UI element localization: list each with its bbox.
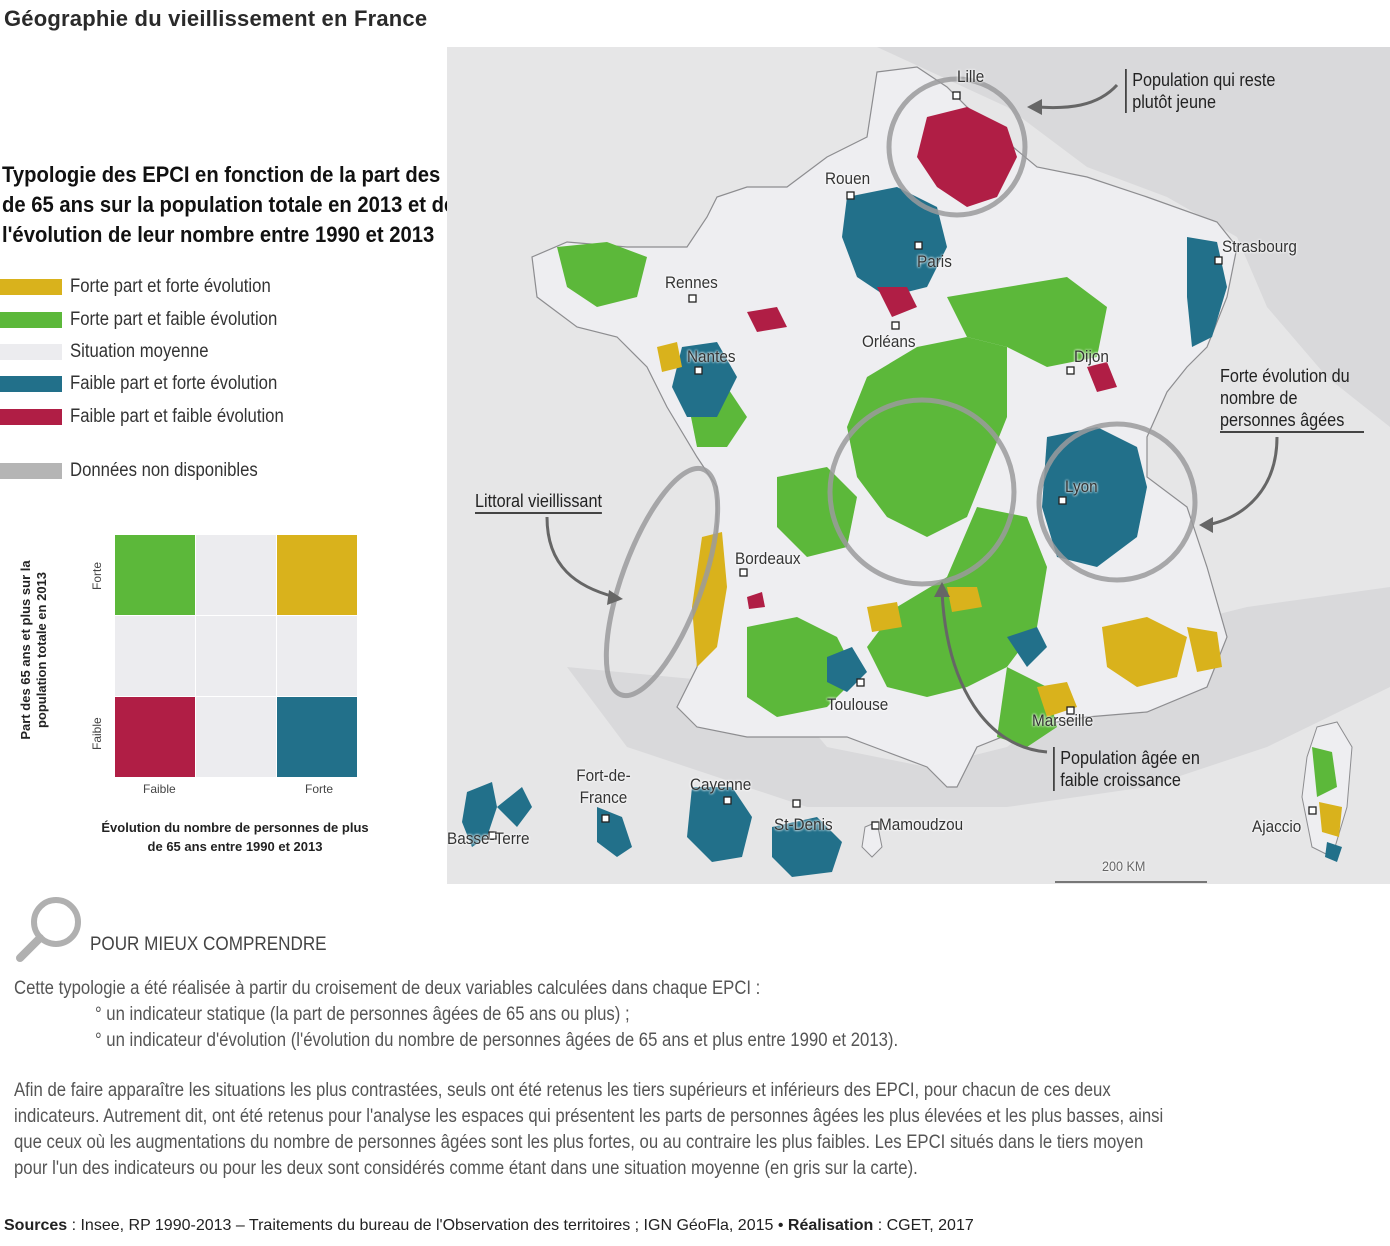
neighbour-land (877, 47, 1390, 427)
annotation-weak-growth: Population âgée en faible croissance (1053, 747, 1231, 791)
arrow-heads (607, 99, 1213, 605)
typology-matrix (115, 535, 357, 778)
legend-swatch-yellow (0, 279, 62, 295)
legend-item: Forte part et forte évolution (0, 276, 298, 298)
legend-swatch-na (0, 463, 62, 479)
city-label-dijon: Dijon (1074, 347, 1109, 366)
matrix-cell-low-high (277, 697, 357, 777)
overseas-label-cayenne: Cayenne (690, 775, 752, 794)
sources-text: : Insee, RP 1990-2013 – Traitements du b… (67, 1217, 788, 1234)
legend-label: Situation moyenne (70, 341, 209, 362)
matrix-y-high-label: Forte (90, 561, 104, 590)
explanation-line: indicateurs. Autrement dit, ont été rete… (14, 1106, 1164, 1127)
city-label-lyon: Lyon (1065, 477, 1098, 496)
realisation-text: : CGET, 2017 (873, 1217, 974, 1234)
overseas-label-mamoudzou: Mamoudzou (879, 815, 964, 834)
matrix-cell-low-mid (196, 697, 276, 777)
matrix-cell-low-low (115, 697, 195, 777)
highlight-circle-center (827, 397, 1017, 587)
matrix-x-high-label: Forte (305, 782, 334, 796)
city-label-orleans: Orléans (862, 332, 916, 351)
legend-swatch-green (0, 312, 62, 328)
legend-item: Forte part et faible évolution (0, 309, 306, 331)
legend-swatch-blue (0, 376, 62, 392)
magnifier-icon (14, 895, 84, 965)
zones-blue (672, 187, 1227, 692)
matrix-x-low-label: Faible (143, 782, 176, 796)
corsica-blue (1325, 842, 1342, 862)
explanation-line: Afin de faire apparaître les situations … (14, 1080, 1111, 1101)
explanation-line: pour l'un des indicateurs ou pour les de… (14, 1158, 918, 1179)
overseas-label-basse-terre: Basse-Terre (447, 829, 530, 848)
highlight-circle-lyon (1036, 421, 1198, 583)
legend-swatch-red (0, 409, 62, 425)
overseas-label-st-denis: St-Denis (774, 815, 833, 834)
city-label-rouen: Rouen (825, 169, 871, 188)
city-label-strasbourg: Strasbourg (1222, 237, 1297, 256)
legend-label: Forte part et forte évolution (70, 276, 271, 297)
annotation-young-population: Population qui reste plutôt jeune (1125, 69, 1303, 113)
explanation-bullet: ° un indicateur d'évolution (l'évolution… (94, 1030, 899, 1051)
explanation-line: que ceux où les augmentations du nombre … (14, 1132, 1144, 1153)
matrix-cell-mid-high (277, 616, 357, 696)
matrix-y-low-label: Faible (90, 717, 104, 750)
legend-item: Faible part et forte évolution (0, 373, 306, 395)
annotation-strong-evolution: Forte évolution du nombre de personnes â… (1220, 365, 1364, 433)
zones-red (747, 107, 1117, 609)
map-panel: Lille Rouen Paris Strasbourg Rennes Orlé… (447, 47, 1390, 884)
explanation-bullet: ° un indicateur statique (la part de per… (94, 1004, 630, 1025)
sources-line: Sources : Insee, RP 1990-2013 – Traiteme… (4, 1217, 974, 1235)
zones-green (557, 242, 1107, 747)
explanation-intro: Cette typologie a été réalisée à partir … (14, 978, 761, 999)
corsica-yellow (1319, 802, 1342, 837)
annotation-aging-coast: Littoral vieillissant (475, 490, 602, 514)
overseas-label-fort-de-france: Fort-de-France (576, 766, 631, 807)
legend-label: Forte part et faible évolution (70, 309, 278, 330)
legend-item: Faible part et faible évolution (0, 406, 313, 428)
corsica-green (1312, 747, 1337, 797)
matrix-y-title: Part des 65 ans et plus sur la populatio… (18, 560, 49, 740)
realisation-label: Réalisation (787, 1217, 874, 1234)
annotation-arrows (545, 83, 1279, 754)
legend-label: Données non disponibles (70, 460, 258, 481)
legend-title: Typologie des EPCI en fonction de la par… (2, 162, 488, 247)
zones-yellow (657, 342, 1222, 717)
matrix-cell-high-low (115, 535, 195, 615)
france-map (447, 47, 1390, 884)
city-markers (488, 91, 1317, 840)
page-title: Géographie du vieillissement en France (4, 6, 428, 31)
understand-heading: POUR MIEUX COMPRENDRE (90, 934, 327, 955)
legend-item: Données non disponibles (0, 460, 283, 482)
city-label-marseille: Marseille (1032, 711, 1094, 730)
city-label-rennes: Rennes (665, 273, 718, 292)
highlight-ellipse-coast (603, 465, 721, 699)
explanation-text: Cette typologie a été réalisée à partir … (14, 976, 1384, 1182)
city-label-paris: Paris (917, 252, 952, 271)
guyane-shape (687, 787, 752, 862)
city-label-bordeaux: Bordeaux (735, 549, 801, 568)
highlight-circle-north (886, 76, 1028, 218)
reunion-shape (772, 817, 842, 877)
sources-label: Sources (4, 1217, 68, 1234)
matrix-cell-mid-low (115, 616, 195, 696)
city-label-ajaccio: Ajaccio (1252, 817, 1302, 836)
matrix-cell-mid-mid (196, 616, 276, 696)
matrix-cell-high-high (277, 535, 357, 615)
legend-label: Faible part et faible évolution (70, 406, 284, 427)
legend-label: Faible part et forte évolution (70, 373, 278, 394)
city-label-toulouse: Toulouse (827, 695, 889, 714)
legend-item: Situation moyenne (0, 341, 227, 363)
scale-label: 200 KM (1102, 858, 1146, 874)
city-label-lille: Lille (957, 67, 985, 86)
city-label-nantes: Nantes (687, 347, 736, 366)
guadeloupe-shape (462, 782, 532, 847)
matrix-cell-high-mid (196, 535, 276, 615)
legend-swatch-grey (0, 344, 62, 360)
matrix-x-title: Évolution du nombre de personnes de plus… (101, 820, 369, 854)
